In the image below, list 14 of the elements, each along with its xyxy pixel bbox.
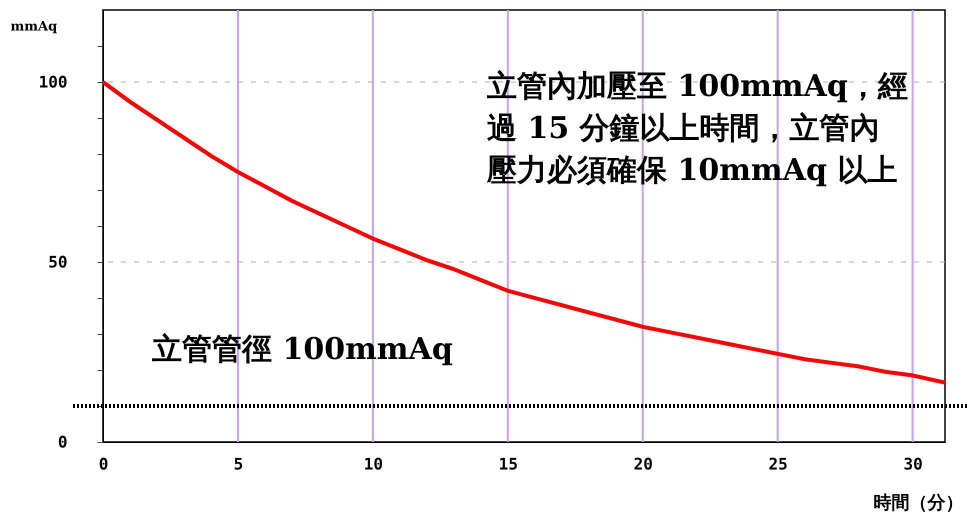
x-tick-label: 5: [234, 454, 244, 474]
annotation: 立管管徑 100mmAq: [151, 332, 453, 367]
y-tick-label: 50: [48, 252, 68, 272]
y-tick-label: 0: [58, 432, 68, 452]
x-axis-title: 時間（分）: [874, 492, 964, 514]
x-tick-label: 15: [498, 454, 518, 474]
x-tick-label: 30: [903, 454, 923, 474]
x-tick-label: 25: [768, 454, 788, 474]
x-tick-label: 0: [98, 454, 108, 474]
x-tick-label: 20: [634, 454, 653, 474]
y-axis-title: mmAq: [10, 20, 58, 34]
y-tick-label: 100: [38, 72, 68, 92]
annotation: 立管內加壓至 100mmAq，經過 15 分鐘以上時間，立管內壓力必須確保 10mmAq 以上: [486, 69, 908, 188]
x-tick-label: 10: [364, 454, 384, 474]
